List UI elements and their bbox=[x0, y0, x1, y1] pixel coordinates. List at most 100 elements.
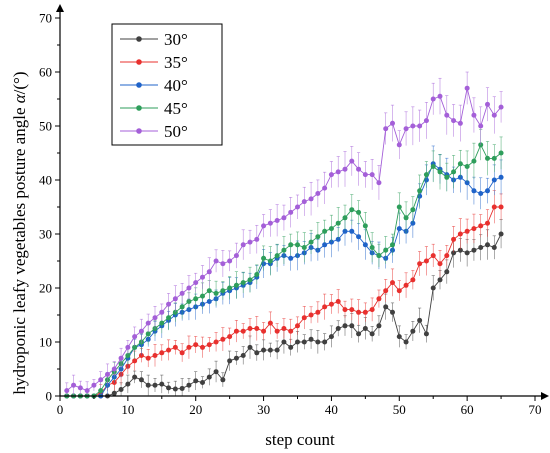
x-tick-label: 40 bbox=[325, 402, 338, 417]
data-point bbox=[220, 377, 226, 383]
data-point bbox=[349, 228, 355, 234]
data-point bbox=[254, 350, 260, 356]
data-point bbox=[396, 226, 402, 232]
data-point bbox=[328, 226, 334, 232]
data-point bbox=[64, 388, 70, 394]
data-point bbox=[390, 280, 395, 286]
data-point bbox=[308, 336, 314, 342]
data-point bbox=[200, 344, 205, 350]
data-point bbox=[159, 309, 165, 315]
data-point bbox=[342, 307, 348, 313]
series-line bbox=[66, 206, 502, 397]
data-point bbox=[390, 242, 395, 248]
data-point bbox=[274, 218, 280, 223]
data-point bbox=[369, 172, 375, 178]
data-point bbox=[301, 315, 307, 321]
data-point bbox=[403, 126, 409, 132]
data-point bbox=[335, 236, 341, 242]
data-point bbox=[410, 328, 416, 334]
data-point bbox=[322, 228, 328, 234]
data-point bbox=[437, 169, 443, 175]
data-point bbox=[451, 236, 457, 242]
data-point bbox=[390, 309, 395, 315]
legend-item: 40° bbox=[120, 76, 188, 95]
data-point bbox=[288, 328, 294, 334]
data-point bbox=[376, 323, 382, 329]
data-point bbox=[267, 220, 273, 226]
data-point bbox=[383, 247, 389, 253]
data-point bbox=[206, 269, 212, 275]
y-axis-label-text: hydroponic leafy vegetables posture angl… bbox=[10, 108, 29, 395]
data-point bbox=[200, 380, 205, 385]
legend-marker bbox=[136, 36, 142, 42]
data-point bbox=[125, 353, 131, 358]
data-point bbox=[145, 382, 151, 388]
data-point bbox=[159, 320, 165, 326]
data-point bbox=[98, 388, 104, 394]
data-point bbox=[437, 277, 443, 283]
data-point bbox=[451, 118, 457, 124]
series-2 bbox=[64, 190, 504, 399]
data-point bbox=[227, 258, 233, 264]
data-point bbox=[274, 328, 280, 334]
data-point bbox=[478, 123, 484, 129]
data-point bbox=[491, 177, 497, 183]
data-point bbox=[301, 245, 307, 250]
data-point bbox=[281, 326, 287, 331]
data-point bbox=[193, 378, 199, 384]
y-axis-label-unit: /(°) bbox=[10, 71, 29, 94]
series-line bbox=[66, 143, 502, 397]
data-point bbox=[281, 215, 287, 221]
data-point bbox=[362, 242, 368, 248]
data-point bbox=[335, 220, 341, 226]
data-point bbox=[437, 261, 443, 267]
data-point bbox=[444, 269, 450, 275]
data-point bbox=[322, 242, 328, 248]
y-axis-label-symbol: α bbox=[10, 93, 29, 103]
data-point bbox=[301, 339, 307, 345]
data-point bbox=[233, 282, 239, 288]
data-point bbox=[349, 307, 355, 313]
data-point bbox=[186, 299, 192, 304]
data-point bbox=[145, 331, 151, 337]
data-point bbox=[457, 247, 463, 253]
data-point bbox=[267, 347, 273, 353]
data-point bbox=[166, 347, 172, 353]
data-point bbox=[193, 342, 199, 348]
y-tick-label: 40 bbox=[39, 173, 52, 188]
legend: 30° 35° 40° 45° 50° bbox=[111, 23, 223, 146]
data-point bbox=[403, 282, 409, 288]
data-point bbox=[261, 223, 267, 229]
data-point bbox=[498, 231, 504, 237]
data-point bbox=[254, 326, 260, 331]
data-point bbox=[491, 112, 497, 118]
data-point bbox=[464, 250, 470, 256]
data-point bbox=[159, 381, 165, 387]
data-point bbox=[247, 239, 253, 245]
x-axis-arrow bbox=[541, 392, 549, 400]
data-point bbox=[396, 288, 402, 294]
data-point bbox=[471, 247, 477, 253]
data-point bbox=[98, 377, 104, 383]
data-point bbox=[437, 93, 443, 99]
data-point bbox=[267, 320, 273, 326]
data-point bbox=[138, 353, 144, 358]
data-point bbox=[356, 331, 362, 337]
data-point bbox=[206, 342, 212, 348]
data-point bbox=[145, 320, 151, 326]
data-point bbox=[213, 369, 219, 375]
data-point bbox=[71, 382, 77, 388]
data-point bbox=[356, 234, 362, 240]
data-point bbox=[200, 293, 205, 299]
data-point bbox=[308, 196, 314, 202]
data-point bbox=[410, 220, 416, 226]
data-point bbox=[179, 350, 185, 356]
data-point bbox=[206, 288, 212, 294]
legend-item: 30° bbox=[120, 30, 188, 49]
data-point bbox=[240, 280, 246, 286]
legend-label: 30° bbox=[164, 30, 188, 49]
data-point bbox=[247, 326, 253, 331]
data-point bbox=[145, 355, 151, 361]
data-point bbox=[356, 309, 362, 315]
